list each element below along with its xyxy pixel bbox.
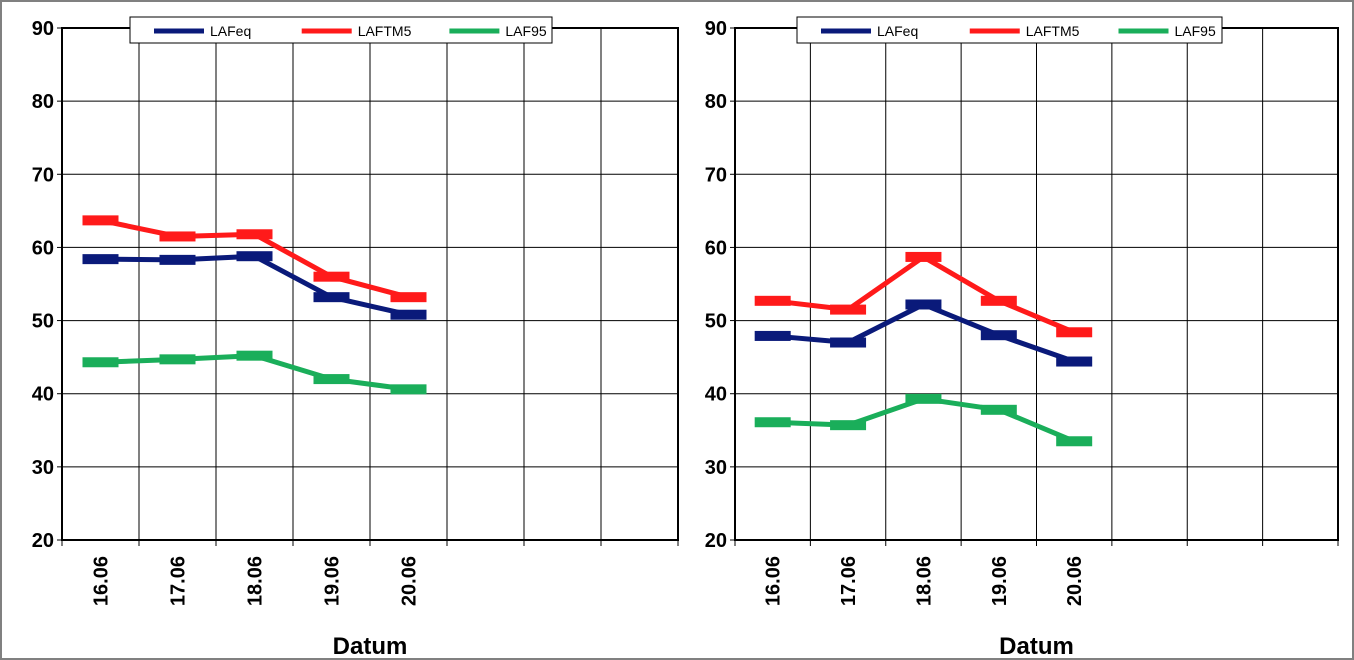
legend-label: LAFTM5 [1026, 23, 1080, 39]
y-tick-label: 20 [705, 530, 727, 552]
legend-label: LAF95 [1175, 23, 1216, 39]
x-tick-label: 18.06 [245, 556, 267, 606]
marker [159, 231, 196, 242]
marker [754, 330, 791, 341]
marker [159, 254, 196, 265]
marker [236, 251, 273, 262]
y-tick-label: 20 [32, 530, 54, 552]
marker [754, 295, 791, 306]
legend-label: LAFeq [877, 23, 918, 39]
marker [1056, 356, 1093, 367]
y-tick-label: 30 [32, 457, 54, 479]
x-axis-title: Datum [999, 633, 1074, 660]
marker [82, 215, 119, 226]
marker [905, 251, 942, 262]
x-axis-title: Datum [333, 633, 408, 660]
x-tick-label: 18.06 [913, 556, 935, 606]
y-tick-label: 80 [32, 91, 54, 113]
y-tick-label: 80 [705, 91, 727, 113]
x-tick-label: 19.06 [989, 556, 1011, 606]
marker [754, 417, 791, 428]
y-tick-label: 40 [32, 384, 54, 406]
y-tick-label: 30 [705, 457, 727, 479]
y-tick-label: 60 [705, 237, 727, 259]
y-tick-label: 90 [32, 18, 54, 40]
y-tick-label: 70 [32, 164, 54, 186]
x-tick-label: 16.06 [91, 556, 113, 606]
y-tick-label: 90 [705, 18, 727, 40]
marker [313, 271, 350, 282]
marker [390, 384, 427, 395]
x-tick-label: 20.06 [399, 556, 421, 606]
marker [830, 337, 867, 348]
y-tick-label: 50 [32, 311, 54, 333]
marker [1056, 436, 1093, 447]
marker [830, 304, 867, 315]
marker [390, 292, 427, 303]
marker [980, 295, 1017, 306]
legend-label: LAF95 [505, 23, 546, 39]
x-tick-label: 17.06 [838, 556, 860, 606]
y-tick-label: 50 [705, 311, 727, 333]
y-tick-label: 40 [705, 384, 727, 406]
marker [236, 350, 273, 361]
x-tick-label: 19.06 [322, 556, 344, 606]
marker [1056, 327, 1093, 338]
marker [830, 420, 867, 431]
y-tick-label: 70 [705, 164, 727, 186]
x-tick-label: 20.06 [1064, 556, 1086, 606]
marker [313, 374, 350, 385]
x-tick-label: 16.06 [763, 556, 785, 606]
legend-label: LAFTM5 [358, 23, 412, 39]
legend-label: LAFeq [210, 23, 251, 39]
marker [390, 309, 427, 320]
marker [236, 229, 273, 240]
y-tick-label: 60 [32, 237, 54, 259]
marker [159, 354, 196, 365]
marker [82, 254, 119, 265]
marker [980, 404, 1017, 415]
marker [905, 299, 942, 310]
marker [82, 357, 119, 368]
marker [313, 292, 350, 303]
marker [980, 330, 1017, 341]
marker [905, 393, 942, 404]
x-tick-label: 17.06 [168, 556, 190, 606]
